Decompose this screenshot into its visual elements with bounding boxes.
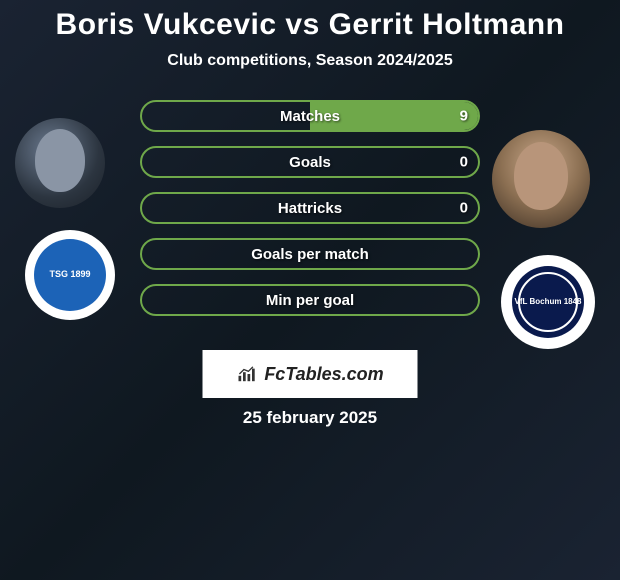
stat-label: Goals per match <box>251 246 369 263</box>
stat-value-right: 0 <box>460 154 468 171</box>
club-right-short: VfL Bochum 1848 <box>515 298 582 307</box>
stat-row: Matches 9 <box>140 100 480 132</box>
stat-bars: Matches 9 Goals 0 Hattricks 0 Goals per match M… <box>140 100 480 330</box>
branding-box: FcTables.com <box>203 350 418 398</box>
club-left-short: TSG 1899 <box>49 270 90 280</box>
club-left-badge: TSG 1899 <box>25 230 115 320</box>
branding-text: FcTables.com <box>264 364 383 385</box>
page-title: Boris Vukcevic vs Gerrit Holtmann <box>0 0 620 42</box>
date-label: 25 february 2025 <box>0 408 620 428</box>
comparison-content: TSG 1899 VfL Bochum 1848 Matches9Goals0H… <box>0 100 620 360</box>
stat-label: Hattricks <box>278 200 342 217</box>
stat-label: Min per goal <box>266 292 354 309</box>
stat-row: Min per goal <box>140 284 480 316</box>
chart-icon <box>236 365 258 383</box>
stat-row: Hattricks 0 <box>140 192 480 224</box>
stat-row: Goals per match <box>140 238 480 270</box>
hoffenheim-badge-icon: TSG 1899 <box>34 239 106 311</box>
page-subtitle: Club competitions, Season 2024/2025 <box>0 52 620 70</box>
player-right-avatar <box>492 130 590 228</box>
club-right-badge: VfL Bochum 1848 <box>501 255 595 349</box>
stat-label: Goals <box>289 154 331 171</box>
player-left-avatar <box>15 118 105 208</box>
stat-label: Matches <box>280 108 340 125</box>
stat-value-right: 0 <box>460 200 468 217</box>
stat-row: Goals 0 <box>140 146 480 178</box>
stat-value-right: 9 <box>460 108 468 125</box>
bochum-badge-icon: VfL Bochum 1848 <box>512 266 584 338</box>
